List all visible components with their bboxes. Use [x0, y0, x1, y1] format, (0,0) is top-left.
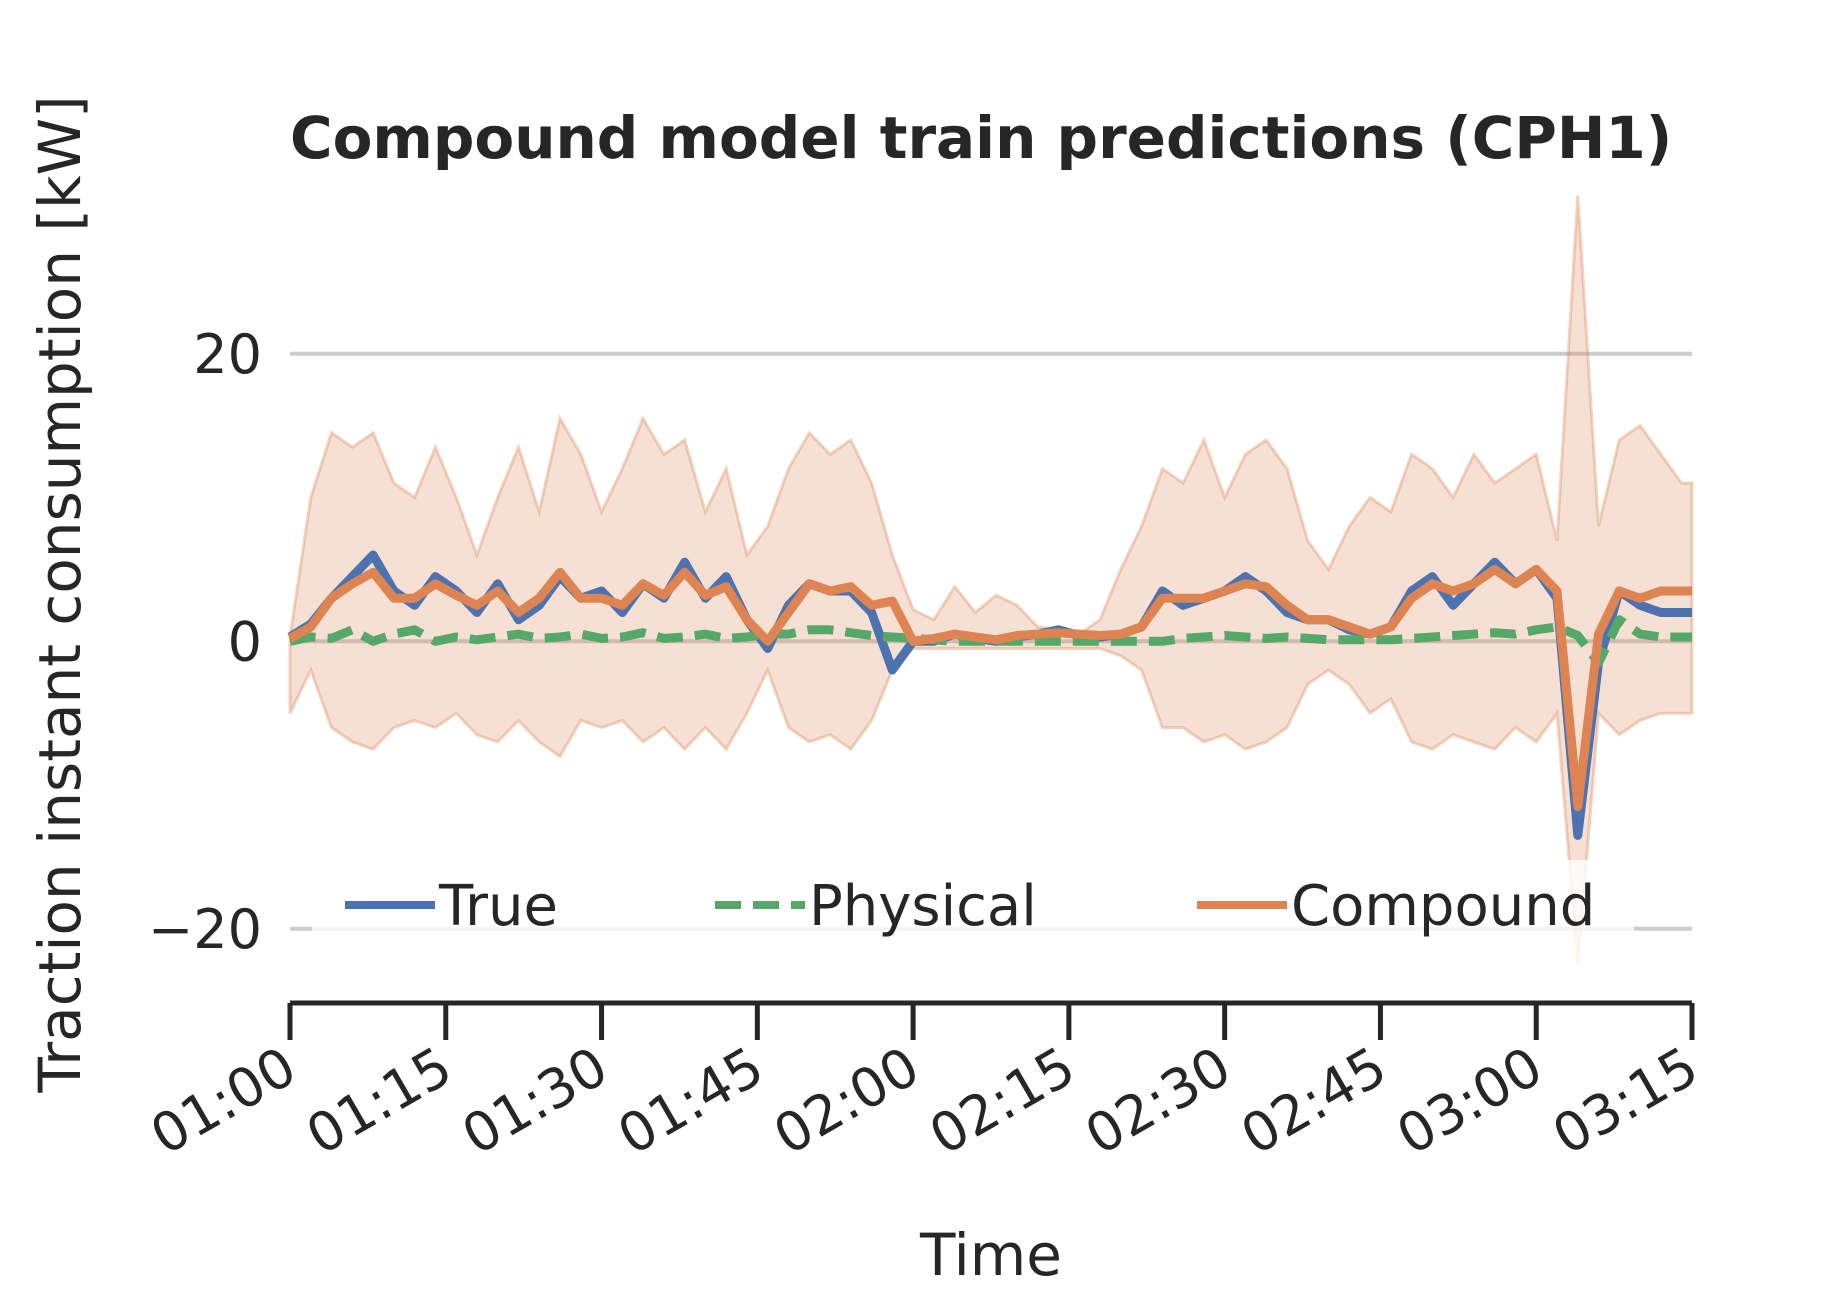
legend-label-true: True — [438, 874, 558, 939]
x-tick-label: 01:00 — [140, 1035, 306, 1167]
legend: True Physical Compound — [312, 860, 1634, 965]
legend-label-physical: Physical — [809, 874, 1037, 939]
x-tick-label: 02:15 — [919, 1035, 1085, 1167]
x-tick-label: 02:30 — [1075, 1035, 1241, 1167]
x-axis-label: Time — [919, 1221, 1062, 1289]
x-tick-label: 02:00 — [763, 1035, 929, 1167]
x-tick-label: 01:15 — [296, 1035, 462, 1167]
y-tick-label: 0 — [228, 610, 262, 673]
plot-lines — [287, 550, 1692, 840]
chart-title: Compound model train predictions (CPH1) — [290, 104, 1672, 172]
x-tick-label: 03:00 — [1386, 1035, 1552, 1167]
x-tick-label: 01:45 — [608, 1035, 774, 1167]
series-line-compound — [287, 564, 1692, 812]
y-tick-label: −20 — [148, 898, 262, 961]
y-axis: −20 0 20 — [148, 323, 262, 961]
y-axis-label: Traction instant consumption [kW] — [26, 95, 94, 1093]
x-axis: 01:0001:1501:3001:4502:0002:1502:3002:45… — [140, 1000, 1709, 1167]
legend-label-compound: Compound — [1291, 874, 1595, 939]
x-tick-label: 03:15 — [1542, 1035, 1708, 1167]
x-tick-label: 02:45 — [1231, 1035, 1397, 1167]
series-line-physical — [289, 615, 1692, 668]
y-tick-label: 20 — [193, 323, 262, 386]
legend-frame — [312, 860, 1634, 965]
x-tick-label: 01:30 — [452, 1035, 618, 1167]
